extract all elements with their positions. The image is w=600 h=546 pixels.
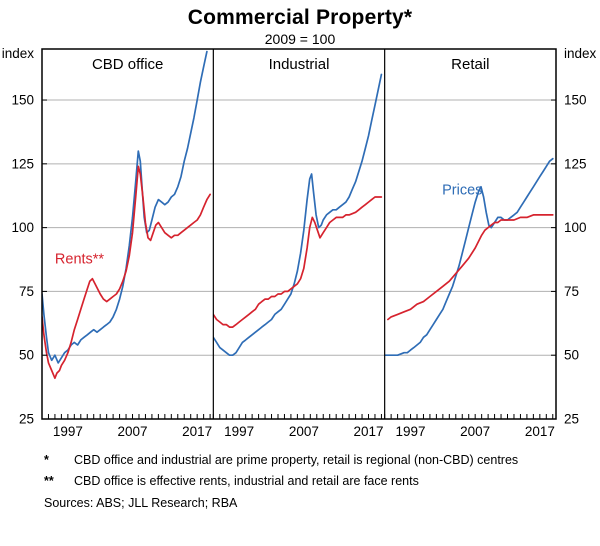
y-axis-label-right: 100 (564, 220, 587, 235)
y-axis-label-right: 75 (564, 284, 579, 299)
chart-page: Commercial Property* 2009 = 100 25 25 50 50… (0, 6, 600, 511)
x-axis-label: 1997 (396, 424, 426, 439)
unit-label-left: index (2, 47, 35, 61)
y-axis-label-left: 50 (19, 348, 34, 363)
footnote-text: CBD office is effective rents, industria… (74, 474, 419, 489)
y-axis-label-left: 100 (11, 220, 34, 235)
footnotes: * CBD office and industrial are prime pr… (44, 452, 564, 511)
x-axis-label: 1997 (224, 424, 254, 439)
industrial-prices-line (213, 73, 383, 357)
commercial-property-chart: 25 25 50 50 75 75 100 100 125 125 150 150 index index… (2, 47, 597, 439)
cbd-office-prices-line (42, 50, 208, 364)
cbd-office-rents-line (42, 165, 211, 380)
y-axis-label-right: 25 (564, 412, 579, 427)
x-axis-label: 2017 (525, 424, 555, 439)
footnote: * CBD office and industrial are prime pr… (44, 452, 564, 468)
y-axis-label-left: 75 (19, 284, 34, 299)
x-axis-label: 2007 (460, 424, 490, 439)
retail-rents-line (387, 214, 554, 321)
chart-subtitle: 2009 = 100 (264, 31, 336, 47)
panel-title: Industrial (269, 56, 330, 73)
plot-frame (41, 48, 557, 420)
x-axis-label: 2007 (117, 424, 147, 439)
rents-label: Rents** (55, 251, 105, 267)
panel-title: CBD office (92, 56, 163, 73)
y-axis-label-right: 150 (564, 93, 587, 108)
footnote-symbol: ** (44, 474, 54, 489)
x-axis-label: 2017 (182, 424, 212, 439)
footnote: ** CBD office is effective rents, indust… (44, 473, 564, 489)
x-axis-label: 2007 (289, 424, 319, 439)
y-axis-label-left: 125 (11, 156, 34, 171)
unit-label-right: index (564, 47, 597, 61)
sources-line: Sources: ABS; JLL Research; RBA (44, 495, 238, 510)
prices-label: Prices (442, 182, 482, 198)
y-axis-label-right: 125 (564, 156, 587, 171)
y-axis-label-left: 25 (19, 412, 34, 427)
retail-prices-line (384, 157, 554, 357)
x-axis-label: 1997 (53, 424, 83, 439)
y-axis-label-right: 50 (564, 348, 579, 363)
y-axis-label-left: 150 (11, 93, 34, 108)
industrial-rents-line (213, 196, 383, 328)
panel-title: Retail (451, 56, 489, 73)
x-axis-label: 2017 (353, 424, 383, 439)
footnote-text: CBD office and industrial are prime prop… (74, 453, 519, 467)
chart-title: Commercial Property* (187, 6, 413, 29)
footnote-symbol: * (44, 453, 49, 467)
